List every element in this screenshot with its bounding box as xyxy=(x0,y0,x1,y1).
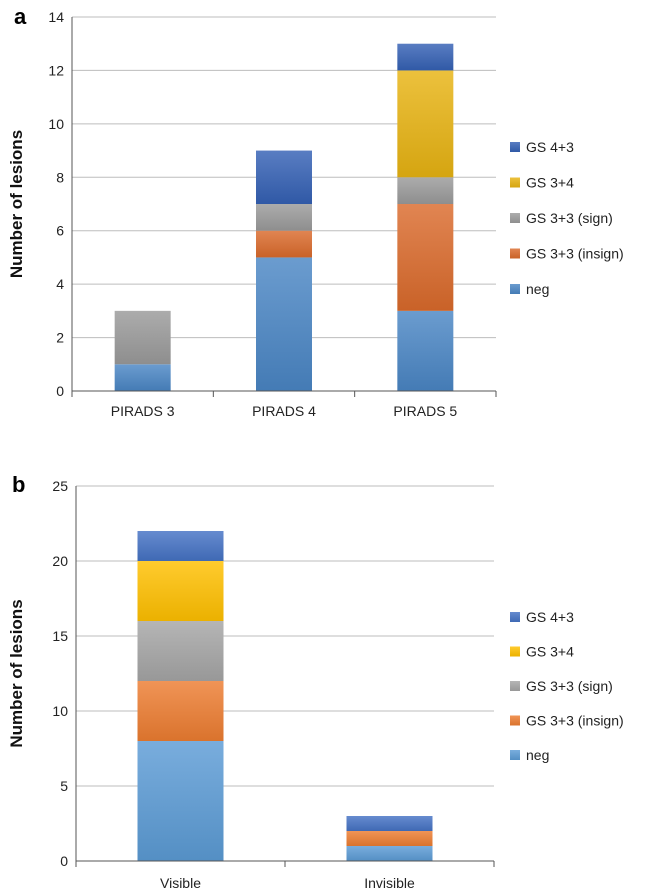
legend-swatch xyxy=(510,142,520,152)
bar-segment xyxy=(137,741,224,861)
y-tick-label: 10 xyxy=(52,703,68,719)
bar-segment xyxy=(256,150,312,204)
bar-segment xyxy=(256,257,312,391)
legend: GS 4+3 GS 3+4 GS 3+3 (sign) GS 3+3 (insign)… xyxy=(510,139,624,297)
bar-segment xyxy=(137,561,224,621)
bar-segment xyxy=(256,230,312,258)
legend-swatch xyxy=(510,248,520,259)
y-tick-label: 14 xyxy=(48,9,64,25)
bar-segment xyxy=(397,177,454,204)
y-axis-title: Number of lesions xyxy=(7,130,26,278)
legend-label: GS 3+3 (sign) xyxy=(526,210,613,226)
y-tick-label: 12 xyxy=(48,62,64,78)
bar-segment xyxy=(346,831,433,846)
legend-swatch xyxy=(510,213,520,223)
legend-swatch xyxy=(510,646,520,657)
y-tick-label: 5 xyxy=(60,778,68,794)
y-tick-label: 20 xyxy=(52,553,68,569)
legend-label: GS 3+4 xyxy=(526,175,574,191)
legend-label: GS 4+3 xyxy=(526,609,574,625)
bar-segment xyxy=(137,681,224,741)
bar-segment xyxy=(397,310,454,391)
x-tick-label: Invisible xyxy=(364,875,415,891)
legend-swatch xyxy=(510,612,520,622)
bar-segment xyxy=(346,816,433,831)
x-tick-label: PIRADS 5 xyxy=(393,403,457,419)
legend-swatch xyxy=(510,715,520,726)
bar-segment xyxy=(397,70,454,178)
x-tick-label: Visible xyxy=(160,875,201,891)
legend-label: GS 3+3 (sign) xyxy=(526,678,613,694)
x-tick-label: PIRADS 3 xyxy=(111,403,175,419)
legend-swatch xyxy=(510,177,520,188)
x-tick-label: PIRADS 4 xyxy=(252,403,316,419)
chart-panel-a: a 0 2 4 6 8 10 12 14 Number of lesions PIRADS 3 PIR… xyxy=(7,4,624,419)
y-tick-label: 25 xyxy=(52,478,68,494)
legend: GS 4+3 GS 3+4 GS 3+3 (sign) GS 3+3 (insign)… xyxy=(510,609,624,763)
panel-label: b xyxy=(12,472,25,497)
y-tick-label: 15 xyxy=(52,628,68,644)
chart-panel-b: b 0 5 10 15 20 25 Number of lesions Visible Invis… xyxy=(7,472,624,891)
y-tick-label: 0 xyxy=(56,383,64,399)
legend-swatch xyxy=(510,284,520,294)
bar-segment xyxy=(397,43,454,71)
legend-label: GS 3+3 (insign) xyxy=(526,713,624,729)
y-tick-label: 10 xyxy=(48,116,64,132)
legend-label: GS 3+4 xyxy=(526,644,574,660)
bar-segment xyxy=(137,621,224,681)
bar-segment xyxy=(137,531,224,561)
legend-label: neg xyxy=(526,281,549,297)
bar-segment xyxy=(114,364,171,391)
y-tick-label: 6 xyxy=(56,223,64,239)
legend-label: GS 4+3 xyxy=(526,139,574,155)
bar-segment xyxy=(114,310,171,365)
y-tick-label: 2 xyxy=(56,330,64,346)
legend-label: neg xyxy=(526,747,549,763)
bar-segment xyxy=(397,204,454,311)
panel-label: a xyxy=(14,4,27,29)
bar-segment xyxy=(346,846,433,861)
legend-swatch xyxy=(510,681,520,691)
legend-swatch xyxy=(510,750,520,760)
y-tick-label: 0 xyxy=(60,853,68,869)
y-tick-label: 8 xyxy=(56,169,64,185)
y-tick-label: 4 xyxy=(56,276,64,292)
bar-segment xyxy=(256,204,312,231)
legend-label: GS 3+3 (insign) xyxy=(526,246,624,262)
y-axis-title: Number of lesions xyxy=(7,599,26,747)
